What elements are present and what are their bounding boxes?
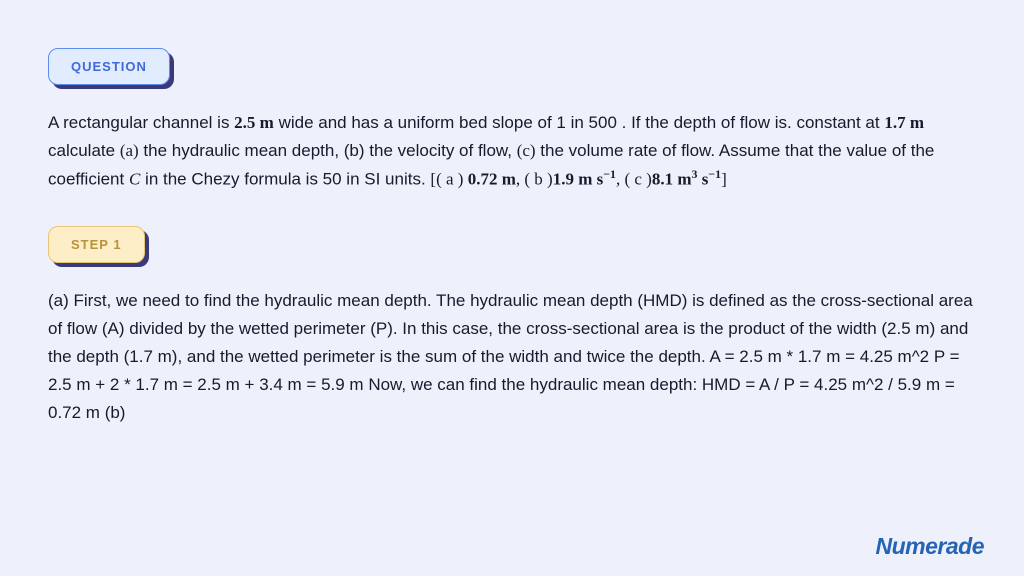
ans-b: 1.9 m s [553, 170, 604, 189]
ans-sep1: , ( b ) [516, 170, 553, 189]
question-C: C [129, 170, 140, 189]
ans-c: 8.1 m [652, 170, 692, 189]
question-part4: the hydraulic mean depth, (b) the veloci… [139, 141, 517, 160]
question-c-paren: (c) [517, 141, 536, 160]
question-part2: wide and has a uniform bed slope of 1 in… [274, 113, 885, 132]
ans-c-mid: s [697, 170, 708, 189]
question-badge: QUESTION [48, 48, 170, 85]
ans-sep2: , ( c ) [616, 170, 652, 189]
question-val2: 1.7 m [884, 113, 924, 132]
ans-open: [( a ) [430, 170, 467, 189]
question-val1: 2.5 m [234, 113, 274, 132]
step1-badge: STEP 1 [48, 226, 145, 263]
ans-b-sup: −1 [603, 167, 616, 181]
ans-c-sup2: −1 [708, 167, 721, 181]
question-part6: in the Chezy formula is 50 in SI units. [140, 170, 430, 189]
numerade-logo: Numerade [876, 533, 984, 560]
question-part3: calculate [48, 141, 120, 160]
question-part1: A rectangular channel is [48, 113, 234, 132]
question-a-paren: (a) [120, 141, 139, 160]
ans-close: ] [721, 170, 727, 189]
ans-a: 0.72 m [468, 170, 516, 189]
question-text: A rectangular channel is 2.5 m wide and … [48, 109, 976, 194]
step1-text: (a) First, we need to find the hydraulic… [48, 287, 976, 427]
